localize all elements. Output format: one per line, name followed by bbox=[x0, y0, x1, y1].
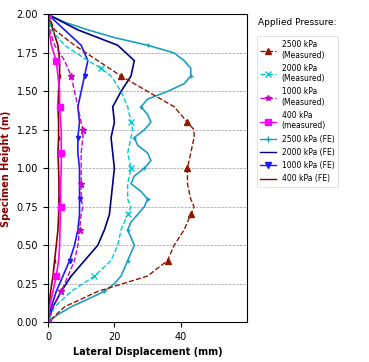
Legend: 2500 kPa
(Measured), 2000 kPa
(Measured), 1000 kPa
(Measured), 400 kPa
(measured: 2500 kPa (Measured), 2000 kPa (Measured)… bbox=[256, 37, 338, 187]
Y-axis label: Specimen Height (m): Specimen Height (m) bbox=[1, 110, 11, 227]
Text: Applied Pressure:: Applied Pressure: bbox=[258, 18, 337, 27]
X-axis label: Lateral Displacement (mm): Lateral Displacement (mm) bbox=[73, 348, 223, 357]
